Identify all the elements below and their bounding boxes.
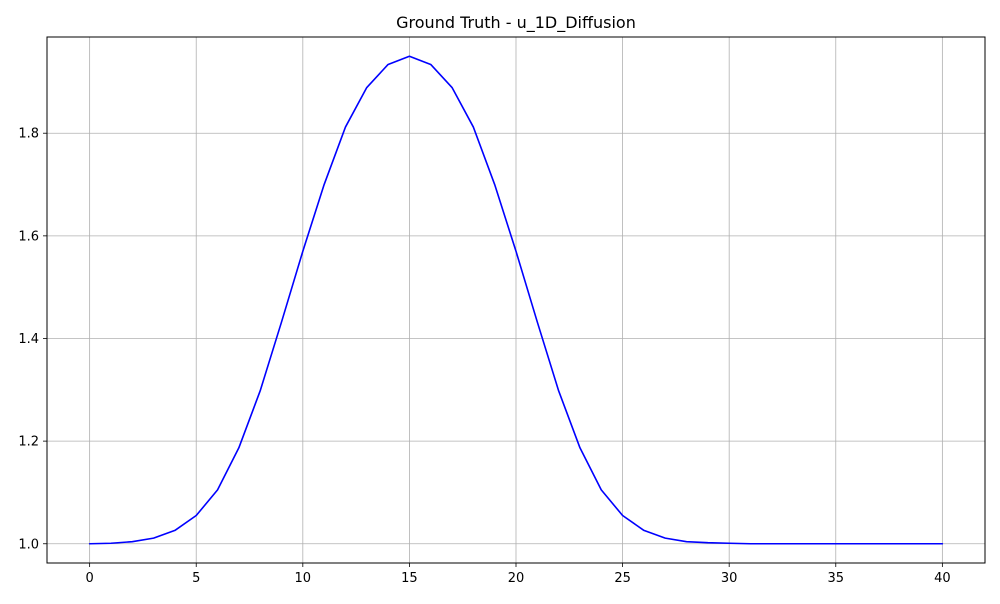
x-tick-label: 5 (192, 571, 200, 586)
y-tick-label: 1.2 (18, 435, 39, 450)
series-line (88, 55, 944, 545)
x-tick-label: 15 (401, 571, 418, 586)
y-tick-label: 1.4 (18, 332, 39, 347)
x-tick-label: 25 (614, 571, 631, 586)
x-tick-label: 40 (934, 571, 951, 586)
x-tick-label: 35 (827, 571, 844, 586)
x-tick-label: 20 (508, 571, 525, 586)
y-tick-label: 1.6 (18, 229, 39, 244)
y-tick-label: 1.0 (18, 537, 39, 552)
x-tick-label: 10 (295, 571, 312, 586)
x-tick-label: 30 (721, 571, 738, 586)
chart-title: Ground Truth - u_1D_Diffusion (396, 13, 636, 33)
y-tick-label: 1.8 (18, 127, 39, 142)
x-tick-label: 0 (85, 571, 93, 586)
grid (47, 37, 985, 563)
series-layer (88, 55, 944, 545)
ticks: 0 5 10 15 20 25 30 35 40 1.0 1.2 1.4 1.6 1.8 (18, 127, 950, 586)
